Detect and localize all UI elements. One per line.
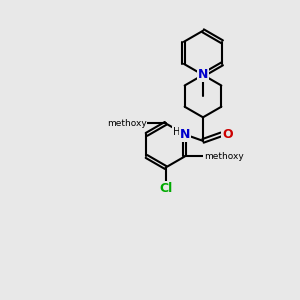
Text: Cl: Cl [159,182,172,195]
Text: O: O [206,150,216,163]
Text: N: N [180,128,190,141]
Text: methoxy: methoxy [107,119,147,128]
Text: N: N [198,68,208,81]
Text: O: O [135,117,145,130]
Text: H: H [173,127,180,137]
Text: O: O [222,128,233,141]
Text: methoxy: methoxy [204,152,244,161]
